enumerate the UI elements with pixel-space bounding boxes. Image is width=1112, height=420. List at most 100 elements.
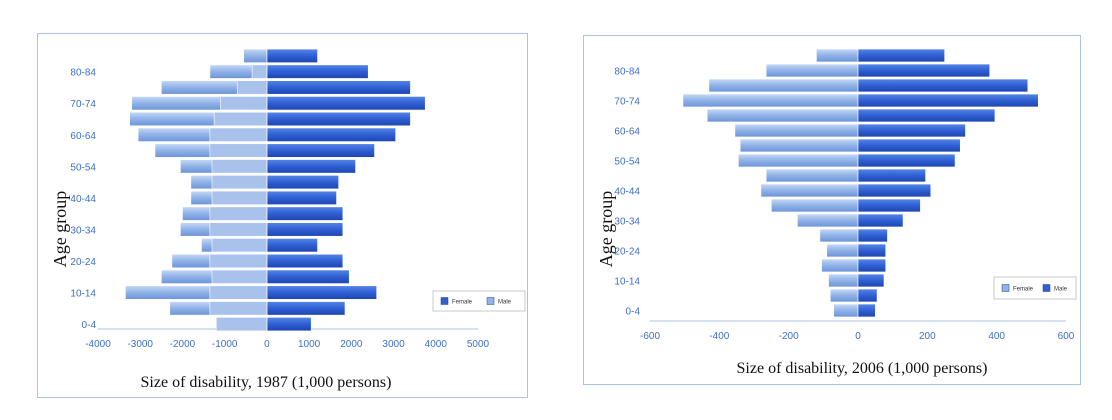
female-bar-45-49	[266, 175, 339, 190]
inner-band-45-49	[211, 175, 268, 190]
female-legend-label: Female	[1013, 287, 1034, 293]
y-axis-title: Age group	[50, 191, 70, 267]
x-tick-label: -3000	[127, 339, 153, 350]
female-bar-50-54	[738, 153, 859, 168]
y-tick-label: 40-44	[70, 194, 96, 205]
x-tick-label: 400	[988, 331, 1005, 342]
x-tick-label: -400	[709, 331, 729, 342]
y-tick-label: 40-44	[614, 187, 640, 198]
female-bar-80-84	[266, 64, 369, 79]
inner-band-35-39	[209, 206, 268, 221]
male-bar-10-14	[857, 273, 885, 288]
female-bar-35-39	[771, 198, 859, 213]
male-bar-5-9	[857, 288, 878, 303]
female-bar-85+	[266, 48, 318, 63]
female-legend-swatch	[1001, 284, 1010, 292]
y-tick-label: 0-4	[626, 307, 641, 318]
female-bar-15-19	[266, 269, 350, 284]
male-bar-60-64	[857, 123, 966, 138]
female-bar-65-69	[266, 111, 411, 127]
inner-band-25-29	[211, 238, 268, 253]
female-bar-80-84	[765, 63, 859, 78]
female-bar-10-14	[828, 273, 859, 288]
inner-band-70-74	[220, 96, 268, 111]
y-tick-label: 80-84	[614, 67, 640, 78]
inner-band-65-69	[213, 111, 268, 127]
inner-band-5-9	[209, 301, 268, 316]
y-tick-label: 80-84	[70, 68, 96, 79]
male-bar-85+	[857, 48, 945, 63]
y-tick-label: 70-74	[614, 97, 640, 108]
x-tick-label: -1000	[212, 339, 238, 350]
inner-band-15-19	[211, 269, 268, 284]
female-bar-45-49	[765, 168, 859, 183]
inner-band-0-4	[215, 317, 268, 332]
male-bar-65-69	[857, 108, 996, 123]
x-tick-label: 200	[919, 331, 936, 342]
x-axis-title: Size of disability, 1987 (1,000 persons)	[141, 374, 392, 391]
y-tick-label: 30-34	[70, 225, 96, 236]
male-legend-swatch	[1042, 284, 1051, 292]
y-axis-title: Age group	[596, 191, 616, 267]
x-tick-label: -4000	[85, 339, 111, 350]
female-bar-10-14	[266, 285, 377, 300]
female-bar-50-54	[266, 159, 356, 174]
female-bar-40-44	[266, 190, 337, 205]
y-tick-label: 30-34	[614, 217, 640, 228]
female-bar-30-34	[266, 222, 344, 237]
pyramid-2006-panel: 80-84 70-74 60-64 50-54 40-44 30-34 20-24 10-14…	[583, 35, 1081, 385]
pyramid-1987-panel: 80-84 70-74 60-64 50-54 40-44 30-34 20-24 10-14…	[37, 33, 528, 398]
female-bar-5-9	[266, 301, 346, 316]
female-bar-25-29	[819, 228, 859, 243]
male-bar-85+	[243, 48, 268, 63]
female-bar-25-29	[266, 238, 318, 253]
female-bar-60-64	[734, 123, 859, 138]
female-bar-15-19	[821, 258, 859, 273]
pyramid-1987-chart: 80-84 70-74 60-64 50-54 40-44 30-34 20-24 10-14…	[50, 48, 526, 391]
male-bar-80-84	[857, 63, 991, 78]
female-bar-85+	[816, 48, 859, 63]
inner-band-55-59	[209, 143, 268, 158]
x-tick-label: 2000	[340, 339, 363, 350]
x-tick-label: 600	[1058, 331, 1075, 342]
female-bar-70-74	[266, 96, 426, 111]
inner-band-20-24	[209, 253, 268, 269]
x-tick-label: 4000	[425, 339, 448, 350]
female-bar-30-34	[797, 213, 859, 228]
y-tick-label: 50-54	[614, 157, 640, 168]
y-tick-label: 10-14	[614, 277, 640, 288]
inner-band-50-54	[211, 159, 268, 174]
male-legend-label: Male	[498, 300, 512, 306]
inner-band-40-44	[211, 190, 268, 205]
female-bar-75-79	[266, 80, 411, 95]
inner-band-60-64	[209, 127, 268, 142]
male-bar-0-4	[857, 303, 876, 318]
male-bar-50-54	[857, 153, 956, 168]
female-bar-55-59	[266, 143, 375, 158]
pyramid-2006-chart: 80-84 70-74 60-64 50-54 40-44 30-34 20-24 10-14…	[596, 48, 1077, 377]
female-bar-70-74	[682, 93, 859, 108]
female-legend-swatch	[440, 297, 449, 305]
y-tick-label: 20-24	[614, 247, 640, 258]
female-bar-65-69	[706, 108, 859, 123]
inner-band-30-34	[209, 222, 268, 237]
x-tick-label: -600	[640, 331, 660, 342]
y-tick-label: 0-4	[82, 320, 97, 331]
x-tick-label: 5000	[467, 339, 490, 350]
male-bar-35-39	[857, 198, 921, 213]
male-legend-swatch	[486, 297, 495, 305]
x-tick-label: -200	[779, 331, 799, 342]
x-tick-label: -2000	[170, 339, 196, 350]
y-tick-label: 50-54	[70, 162, 96, 173]
y-tick-label: 10-14	[70, 289, 96, 300]
y-tick-label: 70-74	[70, 99, 96, 110]
inner-band-75-79	[237, 80, 268, 95]
x-tick-label: 0	[855, 331, 861, 342]
female-bar-20-24	[826, 243, 859, 258]
legend-box	[432, 290, 526, 312]
inner-band-10-14	[209, 285, 268, 300]
female-bar-5-9	[829, 288, 859, 303]
female-bar-55-59	[739, 138, 859, 153]
female-bar-75-79	[708, 78, 859, 93]
female-legend-label: Female	[452, 300, 473, 306]
